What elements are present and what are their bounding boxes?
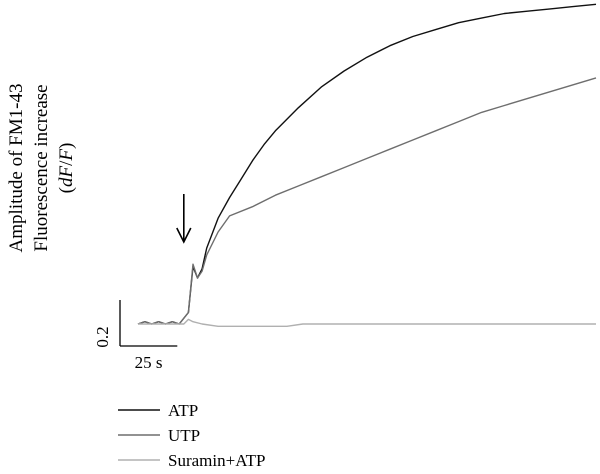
stimulus-arrow-icon: [176, 194, 192, 244]
y-axis-title-line1: Amplitude of FM1-43: [6, 84, 27, 253]
y-axis-title-f1: F: [56, 166, 77, 179]
y-axis-title-slash: /: [56, 160, 77, 166]
scale-bar-x-label: 25 s: [135, 353, 163, 372]
y-axis-title-line2: Fluorescence increase: [31, 84, 52, 251]
series-line-suramin-atp: [138, 318, 596, 327]
y-axis-title-d: d: [56, 177, 77, 187]
scale-bar: 0.2 25 s: [93, 300, 178, 372]
y-axis-title-line3: (dF/F): [56, 143, 77, 194]
series-line-atp: [137, 3, 597, 325]
y-axis-title-paren-close: ): [56, 143, 77, 149]
series-layer: [137, 3, 597, 327]
series-line-utp: [137, 77, 597, 325]
y-axis-title-f2: F: [56, 149, 77, 162]
scale-bar-y-label: 0.2: [93, 326, 112, 347]
y-axis-title: Amplitude of FM1-43 Fluorescence increas…: [6, 84, 77, 253]
y-axis-title-paren-open: (: [56, 187, 77, 193]
arrow-head: [176, 227, 192, 244]
legend-label-suramin-atp: Suramin+ATP: [168, 451, 265, 470]
legend-label-utp: UTP: [168, 426, 200, 445]
legend: ATP UTP Suramin+ATP: [118, 401, 265, 470]
legend-label-atp: ATP: [168, 401, 198, 420]
